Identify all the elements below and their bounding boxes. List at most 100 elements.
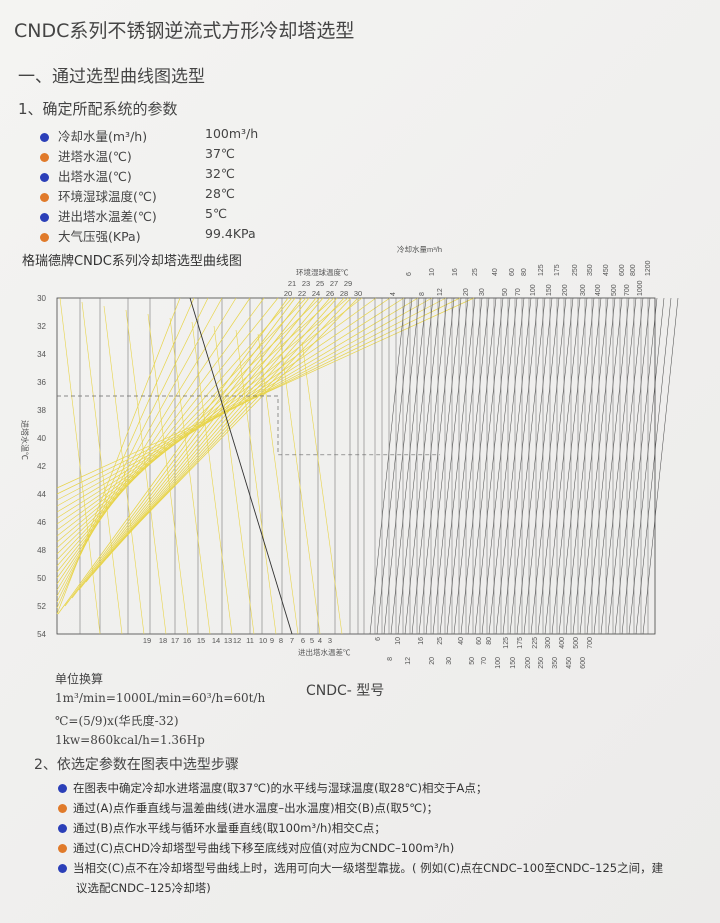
parameter-row: 出塔水温(℃) 32℃: [40, 166, 235, 185]
tempdiff-line: [235, 329, 277, 635]
wetbulb-curve: [106, 297, 338, 559]
model-curve: [600, 297, 637, 635]
wetbulb-line: [56, 297, 307, 561]
step-item: 在图表中确定冷却水进塔温度(取37℃)的水平线与湿球温度(取28℃)相交于A点；: [58, 780, 487, 796]
model-curve: [481, 297, 518, 635]
parameter-label: 进塔水温(℃): [58, 149, 132, 164]
y-tick-label: 36: [37, 378, 46, 387]
bullet-icon: [58, 824, 67, 833]
page-title: CNDC系列不锈钢逆流式方形冷却塔选型: [14, 20, 355, 42]
model-tick-label: 12: [405, 657, 412, 665]
model-curve: [369, 297, 406, 635]
model-curve: [467, 297, 504, 635]
tempdiff-line: [279, 337, 321, 635]
wetbulb-tick-label: 29: [344, 279, 352, 288]
y-tick-label: 46: [37, 518, 46, 527]
wetbulb-curve: [64, 297, 296, 607]
parameter-row: 大气压强(KPa) 99.4KPa: [40, 226, 256, 245]
tempdiff-line: [59, 297, 101, 635]
flow-tick-label: 450: [603, 264, 610, 276]
model-tick-label: 225: [532, 637, 539, 649]
wetbulb-tick-label: 24: [312, 289, 320, 298]
model-tick-label: 300: [545, 637, 552, 649]
tempdiff-tick-label: 12: [233, 636, 241, 645]
model-tick-label: 600: [580, 657, 587, 669]
model-tick-label: 175: [517, 637, 524, 649]
tempdiff-tick-label: 3: [328, 636, 332, 645]
wetbulb-line: [56, 297, 419, 513]
model-curve: [544, 297, 581, 635]
chart-title: 格瑞德牌CNDC系列冷却塔选型曲线图: [22, 254, 242, 269]
model-curve: [488, 297, 525, 635]
tempdiff-tick-label: 4: [318, 636, 322, 645]
wetbulb-line: [56, 297, 335, 549]
tempdiff-tick-label: 14: [212, 636, 220, 645]
wetbulb-line: [56, 297, 223, 597]
model-tick-label: 350: [552, 657, 559, 669]
model-curve: [642, 297, 679, 635]
parameter-value: 32℃: [205, 166, 235, 181]
model-curve: [446, 297, 483, 635]
tempdiff-tick-label: 17: [171, 636, 179, 645]
model-tick-label: 450: [566, 657, 573, 669]
y-axis-label: 进塔水温℃: [20, 420, 30, 460]
model-curve: [390, 297, 427, 635]
tempdiff-tick-label: 19: [143, 636, 151, 645]
bullet-icon: [58, 864, 67, 873]
flow-tick-label: 10: [429, 268, 436, 276]
flow-tick-label: 1000: [637, 280, 644, 296]
flow-tick-label: 700: [624, 284, 631, 296]
model-tick-label: 80: [486, 637, 493, 645]
model-tick-label: 10: [395, 637, 402, 645]
tempdiff-tick-label: 10: [259, 636, 267, 645]
model-curve: [453, 297, 490, 635]
wetbulb-line: [56, 297, 265, 579]
flow-tick-label: 80: [521, 268, 528, 276]
bullet-icon: [40, 193, 49, 202]
model-curve: [565, 297, 602, 635]
y-tick-label: 30: [37, 294, 46, 303]
wetbulb-tick-label: 26: [326, 289, 334, 298]
flow-tick-label: 60: [509, 268, 516, 276]
wetbulb-curve: [57, 297, 289, 615]
y-tick-label: 32: [37, 322, 46, 331]
tempdiff-tick-label: 5: [310, 636, 314, 645]
model-curve: [425, 297, 462, 635]
wetbulb-tick-label: 25: [316, 279, 324, 288]
model-curve: [523, 297, 560, 635]
tempdiff-tick-label: 7: [290, 636, 294, 645]
tempdiff-tick-label: 11: [246, 636, 254, 645]
flow-tick-label: 150: [546, 284, 553, 296]
model-curve: [376, 297, 413, 635]
wetbulb-line: [56, 297, 251, 585]
flow-tick-label: 400: [595, 284, 602, 296]
flow-tick-label: 40: [492, 268, 499, 276]
model-tick-label: 250: [538, 657, 545, 669]
model-tick-label: 25: [437, 637, 444, 645]
bullet-icon: [40, 213, 49, 222]
flow-tick-label: 300: [580, 284, 587, 296]
parameter-label: 出塔水温(℃): [58, 169, 132, 184]
y-tick-label: 38: [37, 406, 46, 415]
model-tick-label: 16: [418, 637, 425, 645]
tempdiff-line: [125, 309, 167, 635]
wetbulb-tick-label: 30: [354, 289, 362, 298]
model-curve: [551, 297, 588, 635]
parameter-value: 99.4KPa: [205, 226, 256, 241]
model-curve: [432, 297, 469, 635]
unit-line: 1m³/min=1000L/min=60³/h=60t/h: [55, 691, 266, 705]
model-curve: [614, 297, 651, 635]
model-curve: [530, 297, 567, 635]
model-tick-label: 40: [458, 637, 465, 645]
tempdiff-tick-label: 18: [159, 636, 167, 645]
flow-tick-label: 200: [562, 284, 569, 296]
flow-tick-label: 125: [538, 264, 545, 276]
wetbulb-line: [56, 297, 321, 555]
wetbulb-line: [56, 297, 349, 543]
model-tick-label: 125: [503, 637, 510, 649]
wetbulb-line: [56, 297, 293, 567]
tempdiff-line: [103, 305, 145, 635]
subsection-heading: 1、确定所配系统的参数: [18, 100, 178, 118]
model-curve: [509, 297, 546, 635]
